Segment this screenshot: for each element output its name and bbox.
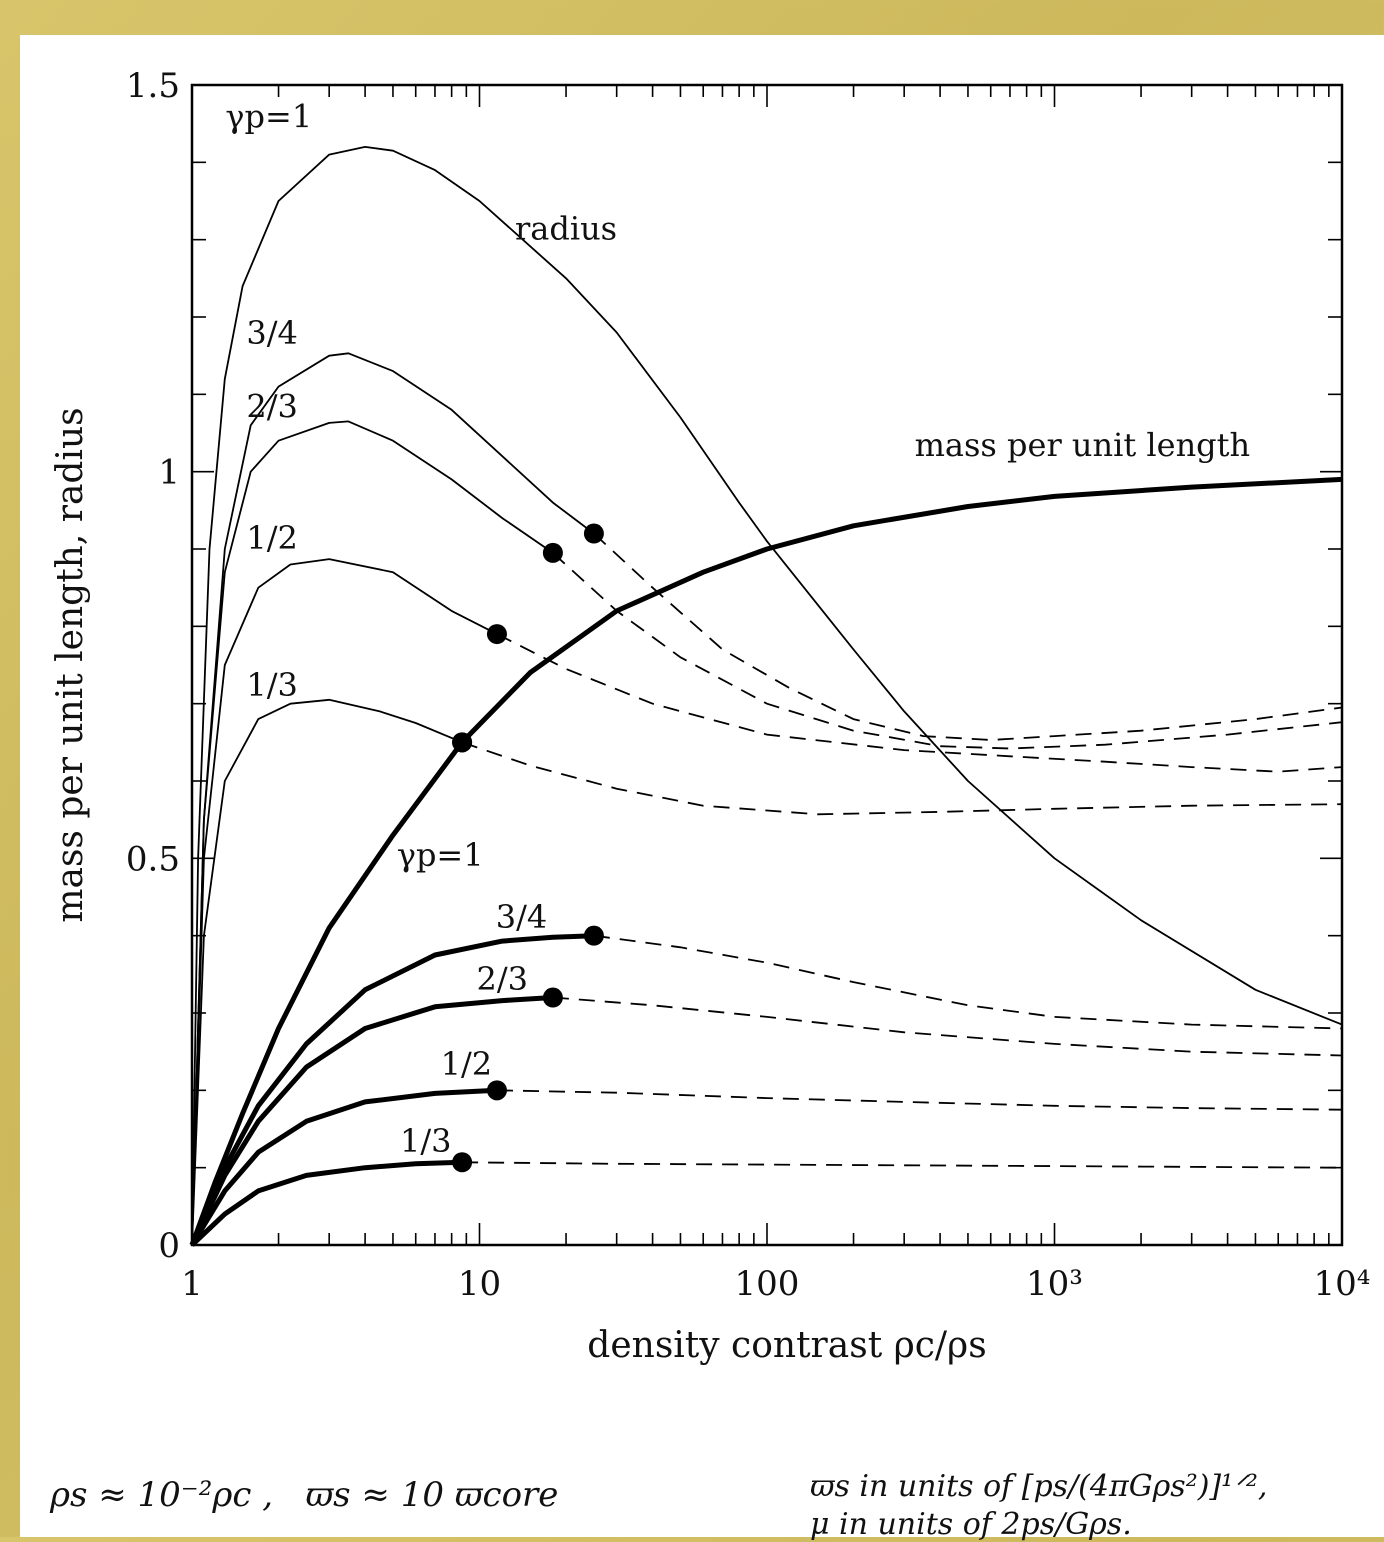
chart-panel: 1 10 100 10³ 10⁴ 0 0.5 1 1.5 density contrast ρc/… — [20, 35, 1384, 1542]
footnote-density-ratio: ρs ≈ 10⁻²ρc , ϖs ≈ 10 ϖcore — [50, 1475, 559, 1515]
curve-label: 3/4 — [246, 314, 298, 352]
curve-mass-dashed-9 — [462, 1161, 1343, 1169]
critical-point-marker — [452, 732, 473, 753]
curve-label: γp=1 — [397, 836, 484, 874]
x-axis-title: density contrast ρc/ρs — [587, 1325, 986, 1366]
critical-point-marker — [542, 542, 563, 563]
curve-mass-solid-8 — [189, 1087, 498, 1247]
curve-mass-solid-7 — [189, 995, 554, 1247]
x-tick-label: 10 — [458, 1264, 501, 1304]
curve-radius-solid-2 — [191, 420, 554, 1246]
curve-mass-solid-9 — [190, 1159, 463, 1247]
x-tick-label: 10⁴ — [1314, 1264, 1371, 1304]
curve-mass-dashed-7 — [552, 996, 1343, 1057]
footnote-radius-units: ϖs in units of [ps/(4πGρs²)]¹ᐟ², — [810, 1469, 1268, 1504]
annotation-label: radius — [515, 210, 617, 248]
curve-label: 1/3 — [400, 1122, 452, 1160]
curve-mass-solid-5 — [189, 476, 1343, 1246]
y-axis-title: mass per unit length, radius — [50, 407, 91, 922]
curve-radius-dashed-1 — [593, 532, 1343, 741]
curve-radius-solid-1 — [191, 352, 595, 1246]
curve-label: 2/3 — [246, 388, 298, 426]
x-tick-label: 10³ — [1026, 1264, 1083, 1304]
x-tick-label: 1 — [181, 1264, 203, 1304]
curve-label: γp=1 — [225, 98, 312, 136]
curve-radius-dashed-4 — [461, 741, 1343, 816]
critical-point-marker — [486, 624, 507, 645]
curve-label: 1/3 — [246, 666, 298, 704]
curve-radius-solid-0 — [191, 146, 1343, 1246]
y-tick-label: 0 — [158, 1226, 180, 1266]
critical-point-marker — [542, 987, 563, 1008]
curve-mass-dashed-8 — [496, 1089, 1343, 1111]
chart-plot: 1 10 100 10³ 10⁴ 0 0.5 1 1.5 density contrast ρc/… — [50, 66, 1371, 1366]
annotation-label: mass per unit length — [915, 426, 1251, 464]
curve-radius-dashed-2 — [552, 552, 1343, 750]
curve-label: 2/3 — [477, 960, 529, 998]
critical-point-marker — [452, 1152, 473, 1173]
curve-radius-dashed-3 — [496, 633, 1343, 773]
footnote-mass-units: μ in units of 2ps/Gρs. — [810, 1507, 1132, 1542]
y-tick-label: 0.5 — [126, 839, 180, 879]
critical-point-marker — [583, 523, 604, 544]
y-tick-label: 1.5 — [126, 66, 180, 106]
critical-point-marker — [486, 1080, 507, 1101]
curve-label: 1/2 — [246, 519, 298, 557]
critical-point-marker — [583, 925, 604, 946]
curve-radius-solid-4 — [191, 698, 463, 1246]
curve-label: 1/2 — [441, 1045, 493, 1083]
curve-mass-solid-6 — [189, 933, 594, 1246]
plot-frame — [190, 83, 1344, 1247]
y-tick-label: 1 — [158, 453, 180, 493]
curve-radius-solid-3 — [191, 558, 498, 1246]
curve-mass-dashed-6 — [593, 934, 1343, 1030]
curve-label: 3/4 — [496, 898, 548, 936]
x-tick-label: 100 — [735, 1264, 800, 1304]
